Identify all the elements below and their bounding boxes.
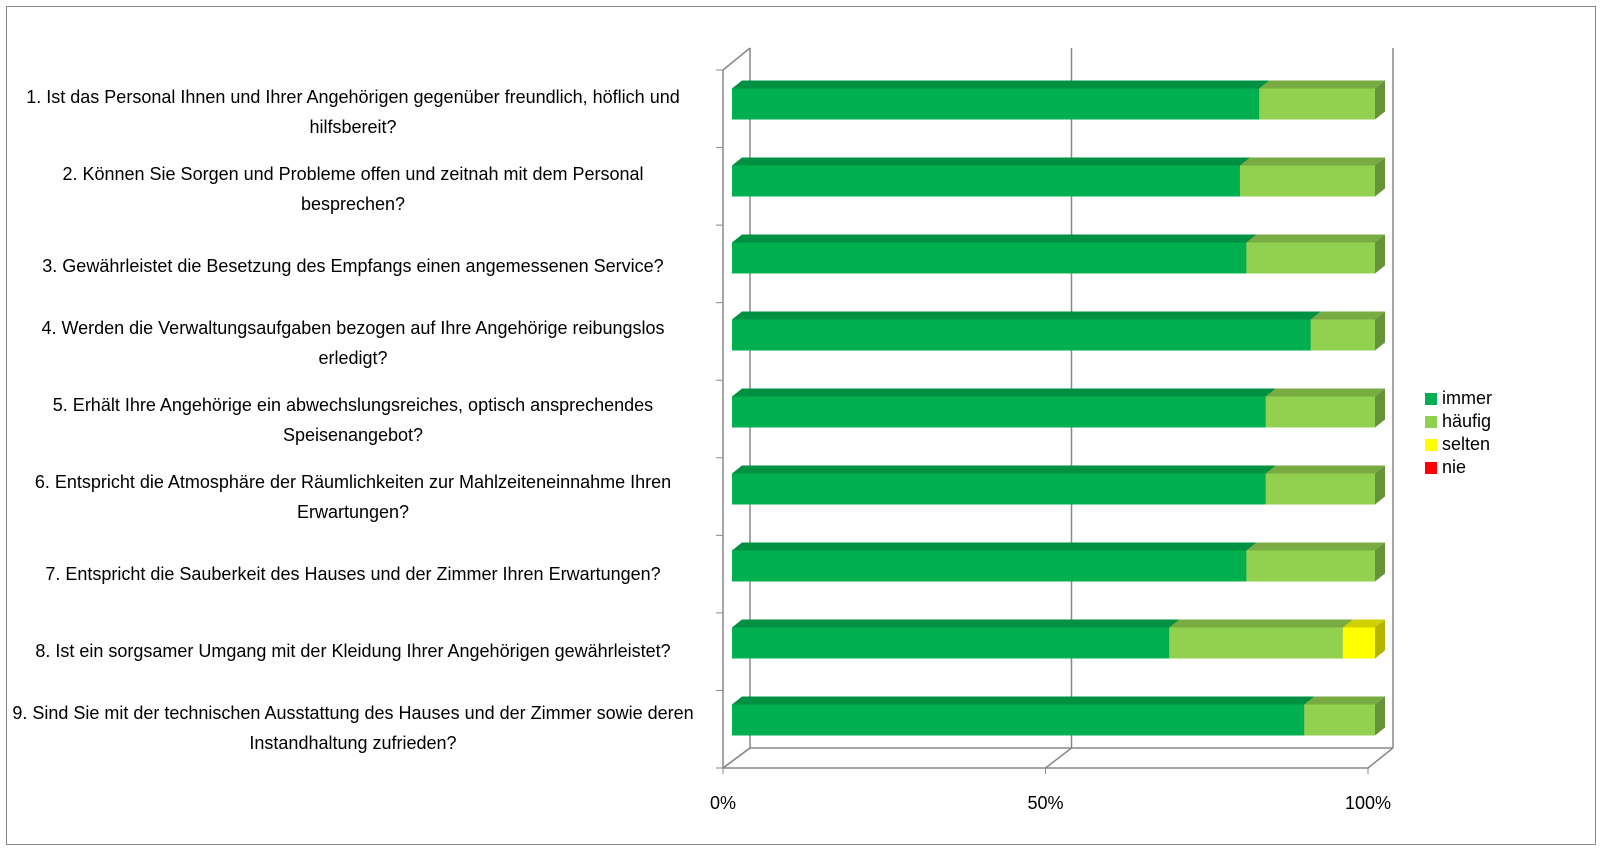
bar-side [1375, 311, 1385, 351]
grid-line [1045, 747, 1072, 769]
bar-front [732, 319, 1311, 351]
bar-front [1169, 627, 1343, 659]
y-tick-label: 9. Sind Sie mit der technischen Ausstatt… [12, 703, 694, 753]
bar-segment [732, 388, 1276, 428]
bar-front [732, 242, 1247, 274]
bar-top [732, 388, 1276, 397]
bar-segment [732, 619, 1180, 659]
bar-segment [732, 157, 1250, 197]
bar-top [1246, 542, 1385, 551]
bar-segment [1342, 619, 1385, 659]
bar-top [1169, 619, 1353, 628]
bar-segment [1169, 619, 1353, 659]
bar-top [732, 234, 1257, 243]
bar-segment [732, 80, 1270, 120]
bar-top [732, 157, 1250, 166]
bar-front [1246, 242, 1375, 274]
y-tick-label: 8. Ist ein sorgsamer Umgang mit der Klei… [35, 641, 671, 661]
bar-top [1246, 234, 1385, 243]
bar-top [1265, 465, 1385, 474]
bar-segment [1265, 388, 1385, 428]
bar-top [1342, 619, 1385, 628]
bar-side [1375, 542, 1385, 582]
bar-front [1246, 550, 1375, 582]
bar-top [732, 619, 1180, 628]
bar-segment [732, 234, 1257, 274]
bar-segment [732, 465, 1276, 505]
bar-segment [1310, 311, 1385, 351]
bar-segment [1265, 465, 1385, 505]
bar-top [1304, 696, 1385, 705]
bar-top [732, 696, 1315, 705]
bar-top [1259, 80, 1385, 89]
bar-front [1265, 473, 1375, 505]
bar-segment [1259, 80, 1385, 120]
legend-swatch [1425, 439, 1437, 451]
bar-front [732, 704, 1305, 736]
bar-front [732, 473, 1266, 505]
legend-swatch [1425, 393, 1437, 405]
bar-segment [1239, 157, 1385, 197]
bar-front [732, 396, 1266, 428]
legend-label: selten [1442, 434, 1490, 454]
legend-label: immer [1442, 388, 1492, 408]
bar-top [732, 542, 1257, 551]
bar-side [1375, 619, 1385, 659]
y-tick-label: 3. Gewährleistet die Besetzung des Empfa… [42, 256, 664, 276]
x-tick-label: 50% [1027, 793, 1063, 813]
bar-side [1375, 234, 1385, 274]
bar-front [732, 550, 1247, 582]
bar-front [1304, 704, 1375, 736]
bar-top [732, 311, 1321, 320]
axis-line [722, 47, 751, 71]
bar-segment [732, 542, 1257, 582]
bar-side [1375, 465, 1385, 505]
bar-front [732, 88, 1260, 120]
bar-top [732, 465, 1276, 474]
bar-segment [1246, 542, 1385, 582]
bar-segment [732, 311, 1321, 351]
bar-front [1259, 88, 1375, 120]
legend-swatch [1425, 462, 1437, 474]
y-tick-label: 2. Können Sie Sorgen und Probleme offen … [62, 164, 644, 214]
bar-front [732, 165, 1240, 197]
bar-top [1310, 311, 1385, 320]
y-tick-label: 5. Erhält Ihre Angehörige ein abwechslun… [52, 395, 654, 445]
bar-front [1265, 396, 1375, 428]
bar-side [1375, 157, 1385, 197]
legend-label: nie [1442, 457, 1466, 477]
bar-segment [1304, 696, 1385, 736]
bar-segment [1246, 234, 1385, 274]
bar-side [1375, 696, 1385, 736]
legend-label: häufig [1442, 411, 1491, 431]
y-tick-label: 6. Entspricht die Atmosphäre der Räumlic… [34, 472, 672, 522]
bar-top [1239, 157, 1385, 166]
bar-front [1310, 319, 1375, 351]
grid-line [1367, 747, 1394, 769]
grid-line [722, 747, 751, 769]
y-tick-label: 1. Ist das Personal Ihnen und Ihrer Ange… [26, 87, 680, 137]
bar-top [1265, 388, 1385, 397]
x-tick-label: 0% [710, 793, 736, 813]
bar-side [1375, 388, 1385, 428]
y-tick-label: 4. Werden die Verwaltungsaufgaben bezoge… [41, 318, 665, 368]
bar-side [1375, 80, 1385, 120]
bar-front [732, 627, 1170, 659]
y-tick-label: 7. Entspricht die Sauberkeit des Hauses … [45, 564, 661, 584]
bar-top [732, 80, 1270, 89]
legend-swatch [1425, 416, 1437, 428]
x-tick-label: 100% [1345, 793, 1391, 813]
bar-segment [732, 696, 1315, 736]
chart-border [6, 6, 1596, 845]
bar-front [1239, 165, 1375, 197]
bar-front [1342, 627, 1375, 659]
